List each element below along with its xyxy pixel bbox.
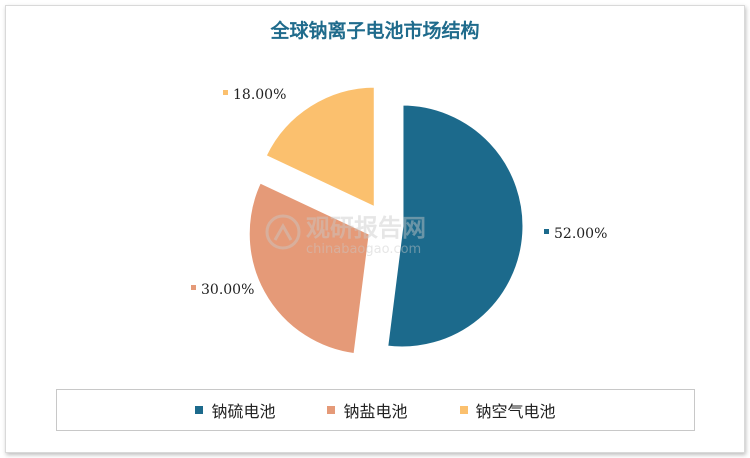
legend-item-3: 钠空气电池 [459, 398, 556, 422]
data-label-1: 52.00% [554, 226, 607, 242]
data-label-marker-2 [191, 285, 196, 290]
pie-slice-2 [246, 179, 372, 357]
legend-item-2: 钠盐电池 [327, 398, 408, 422]
chart-legend: 钠硫电池 钠盐电池 钠空气电池 [56, 389, 695, 431]
legend-swatch [459, 406, 468, 414]
legend-label: 钠硫电池 [211, 402, 276, 421]
legend-item-1: 钠硫电池 [195, 398, 275, 422]
legend-label: 钠盐电池 [343, 402, 408, 421]
watermark-sub-text: chinabaogao.com [306, 242, 421, 257]
chart-frame [5, 5, 745, 453]
data-label-marker-3 [223, 90, 228, 95]
data-label-2: 30.00% [201, 282, 254, 298]
pie-slice-1 [385, 102, 526, 350]
data-label-3: 18.00% [233, 87, 286, 103]
legend-swatch [195, 406, 204, 414]
legend-label: 钠空气电池 [475, 402, 556, 421]
pie-slice-3 [262, 84, 377, 211]
watermark: 观研报告网 chinabaogao.com [265, 214, 426, 257]
legend-swatch [327, 406, 336, 414]
chart-title: 全球钠离子电池市场结构 [270, 20, 480, 42]
watermark-main-text: 观研报告网 [306, 214, 426, 242]
data-label-marker-1 [544, 229, 549, 234]
